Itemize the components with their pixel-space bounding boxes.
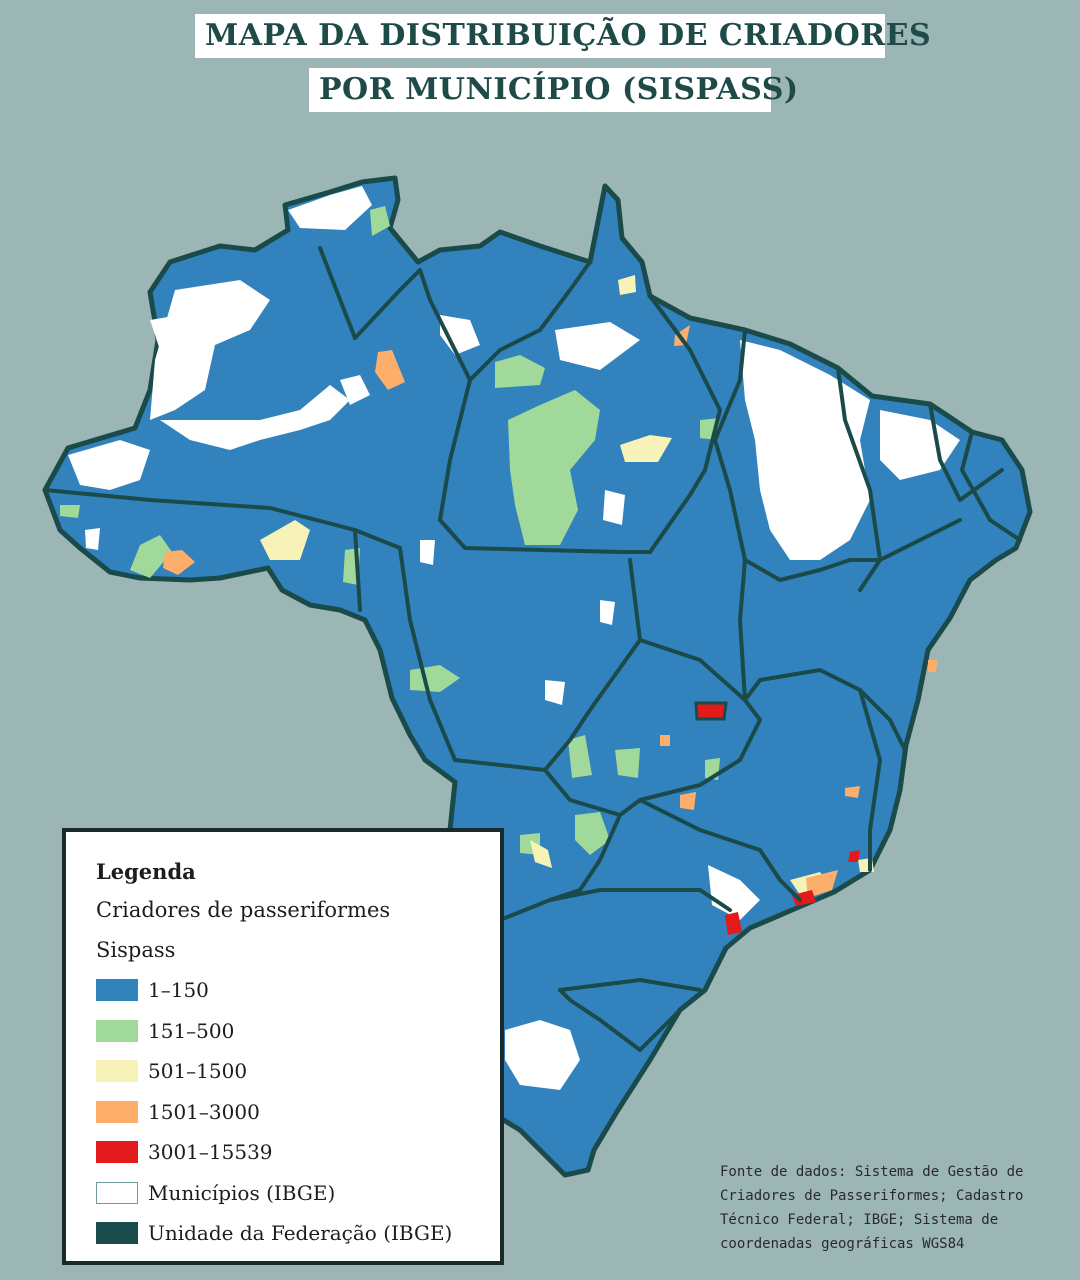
swatch-151-500: [96, 1019, 138, 1042]
legend-label-501-1500: 501–1500: [148, 1059, 248, 1084]
legend-item-501-1500: 501–1500: [96, 1051, 500, 1092]
legend-label-151-500: 151–500: [148, 1018, 235, 1043]
legend-label-municipios: Municípios (IBGE): [148, 1180, 336, 1205]
legend-label-3001-15539: 3001–15539: [148, 1140, 273, 1165]
legend-item-3001-15539: 3001–15539: [96, 1132, 500, 1173]
data-source-note: Fonte de dados: Sistema de Gestão de Cri…: [720, 1164, 1024, 1252]
state-borders: [43, 246, 1022, 1052]
legend-item-1501-3000: 1501–3000: [96, 1092, 500, 1133]
class-1501-3000-areas: [163, 325, 938, 898]
legend-item-municipios: Municípios (IBGE): [96, 1173, 500, 1214]
legend-item-151-500: 151–500: [96, 1011, 500, 1052]
title-line-2: POR MUNICÍPIO (SISPASS): [309, 68, 798, 112]
swatch-3001-15539: [96, 1141, 138, 1164]
legend-subtitle: Criadores de passeriformes Sispass: [96, 898, 391, 962]
swatch-1501-3000: [96, 1100, 138, 1123]
legend-label-1501-3000: 1501–3000: [148, 1099, 260, 1124]
swatch-501-1500: [96, 1060, 138, 1083]
legend-item-1-150: 1–150: [96, 970, 500, 1011]
legend-title: Legenda: [96, 859, 196, 884]
legend-item-unidade-federacao: Unidade da Federação (IBGE): [96, 1213, 500, 1254]
swatch-1-150: [96, 979, 138, 1002]
legend-label-unidade-federacao: Unidade da Federação (IBGE): [148, 1221, 453, 1246]
legend-items: 1–150 151–500 501–1500 1501–3000 3001–15…: [96, 970, 500, 1254]
class-151-500-areas: [60, 206, 720, 855]
title-line-1: MAPA DA DISTRIBUIÇÃO DE CRIADORES: [195, 14, 931, 58]
swatch-unidade-federacao: [96, 1222, 138, 1245]
legend-label-1-150: 1–150: [148, 978, 209, 1003]
class-3001-15539-areas: [694, 701, 860, 935]
swatch-municipios: [96, 1181, 138, 1204]
no-data-areas: [68, 186, 960, 1090]
legend: Legenda Criadores de passeriformes Sispa…: [62, 828, 504, 1265]
